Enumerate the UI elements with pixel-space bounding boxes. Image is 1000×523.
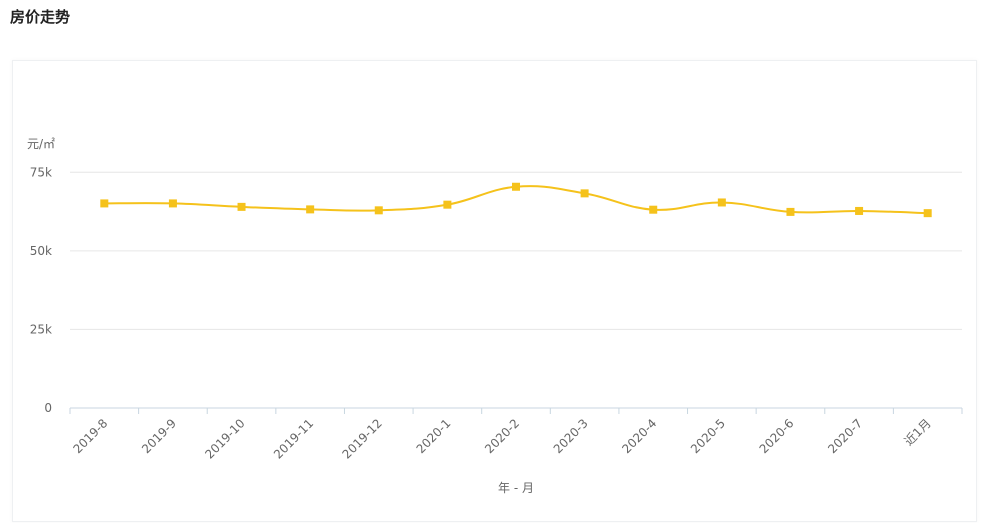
- x-tick-label: 2020-3: [551, 416, 591, 456]
- x-tick-label: 2019-8: [70, 416, 110, 456]
- y-tick-label: 25k: [30, 322, 52, 336]
- x-tick-label: 2020-1: [414, 416, 454, 456]
- data-point: [717, 198, 726, 207]
- data-point: [580, 189, 589, 198]
- data-point: [855, 206, 864, 215]
- data-point: [786, 207, 795, 216]
- y-tick-label: 50k: [30, 244, 52, 258]
- data-point: [237, 202, 246, 211]
- x-axis-title: 年 - 月: [498, 481, 534, 495]
- x-tick-label: 2020-7: [825, 416, 865, 456]
- x-tick-label: 2020-5: [688, 416, 728, 456]
- x-tick-label: 2019-11: [271, 416, 316, 461]
- x-tick-label: 2019-9: [139, 416, 179, 456]
- x-tick-label: 2020-4: [619, 416, 659, 456]
- data-point: [306, 205, 315, 214]
- x-tick-label: 2020-6: [757, 416, 797, 456]
- x-tick-label: 2019-10: [202, 416, 247, 461]
- page-title: 房价走势: [10, 8, 71, 26]
- data-point: [649, 205, 658, 214]
- y-tick-label: 75k: [30, 165, 52, 179]
- chart-card: [12, 60, 977, 522]
- y-tick-label: 0: [44, 401, 52, 415]
- y-axis-unit: 元/㎡: [27, 137, 55, 151]
- data-point: [512, 182, 520, 191]
- x-tick-label: 2020-2: [482, 416, 522, 456]
- data-point: [168, 199, 177, 208]
- data-point: [443, 200, 452, 209]
- data-point: [100, 199, 109, 208]
- x-tick-label: 2019-12: [340, 416, 385, 461]
- data-point: [374, 206, 383, 215]
- x-tick-label: 近1月: [902, 416, 934, 448]
- data-point: [923, 209, 932, 218]
